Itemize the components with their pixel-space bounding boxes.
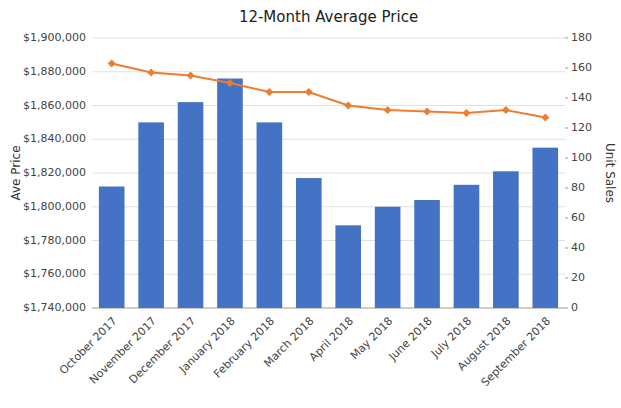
line bbox=[112, 64, 546, 118]
y2-axis-label: Unit Sales bbox=[603, 143, 617, 203]
y2-tick-label: 140 bbox=[571, 91, 592, 104]
y2-tick-label: 160 bbox=[571, 61, 592, 74]
bar bbox=[138, 122, 164, 308]
y2-tick bbox=[565, 98, 568, 99]
bar bbox=[296, 178, 322, 308]
y-tick-label: $1,840,000 bbox=[23, 132, 86, 145]
marker bbox=[265, 88, 273, 96]
y-axis-label: Ave Price bbox=[9, 145, 23, 200]
bar bbox=[217, 79, 243, 309]
x-tick-label: November 2017 bbox=[87, 315, 159, 387]
y-tick-label: $1,740,000 bbox=[23, 301, 86, 314]
grid-line bbox=[92, 105, 565, 106]
y-tick-label: $1,880,000 bbox=[23, 65, 86, 78]
x-tick-label: February 2018 bbox=[211, 315, 277, 381]
y2-tick bbox=[565, 68, 568, 69]
y2-tick-label: 100 bbox=[571, 151, 592, 164]
bar bbox=[375, 207, 401, 308]
bar bbox=[99, 187, 125, 309]
y2-tick bbox=[565, 128, 568, 129]
y2-tick bbox=[565, 278, 568, 279]
y2-tick-label: 0 bbox=[571, 301, 578, 314]
title: 12-Month Average Price bbox=[239, 8, 418, 26]
y2-tick bbox=[565, 188, 568, 189]
x-tick-label: September 2018 bbox=[479, 315, 553, 389]
y2-tick-label: 60 bbox=[571, 211, 585, 224]
grid-line bbox=[92, 71, 565, 72]
marker bbox=[344, 102, 352, 110]
bar bbox=[532, 148, 558, 308]
y2-tick bbox=[565, 218, 568, 219]
y2-tick-label: 20 bbox=[571, 271, 585, 284]
marker bbox=[108, 60, 116, 68]
bar bbox=[454, 185, 480, 308]
bar bbox=[257, 122, 283, 308]
x-tick-label: April 2018 bbox=[307, 315, 356, 364]
marker bbox=[502, 106, 510, 114]
bar bbox=[414, 200, 440, 308]
marker bbox=[462, 109, 470, 117]
y2-tick-label: 180 bbox=[571, 31, 592, 44]
x-tick-label: March 2018 bbox=[261, 315, 316, 370]
marker bbox=[541, 114, 549, 122]
y2-tick-label: 120 bbox=[571, 121, 592, 134]
bar bbox=[493, 171, 519, 308]
y-tick-label: $1,800,000 bbox=[23, 200, 86, 213]
grid-line bbox=[92, 38, 565, 39]
chart: $1,740,000 $1,760,000 $1,780,000 $1,800,000… bbox=[0, 0, 621, 408]
marks bbox=[99, 60, 558, 309]
bar bbox=[335, 225, 361, 308]
y2-tick bbox=[565, 308, 568, 309]
x-tick-label: June 2018 bbox=[386, 315, 435, 364]
y2-tick-label: 80 bbox=[571, 181, 585, 194]
marker bbox=[187, 72, 195, 80]
marker bbox=[305, 88, 313, 96]
y2-tick bbox=[565, 38, 568, 39]
y-tick-label: $1,820,000 bbox=[23, 166, 86, 179]
marker bbox=[226, 79, 234, 87]
bar bbox=[178, 102, 204, 308]
marker bbox=[384, 106, 392, 114]
y-tick-label: $1,780,000 bbox=[23, 234, 86, 247]
marker bbox=[147, 69, 155, 77]
y2-tick bbox=[565, 248, 568, 249]
x-tick-label: December 2017 bbox=[127, 315, 199, 387]
y2-tick-label: 40 bbox=[571, 241, 585, 254]
y-tick-label: $1,860,000 bbox=[23, 99, 86, 112]
marker bbox=[423, 108, 431, 116]
y2-tick bbox=[565, 158, 568, 159]
y-tick-label: $1,760,000 bbox=[23, 267, 86, 280]
y-tick-label: $1,900,000 bbox=[23, 31, 86, 44]
